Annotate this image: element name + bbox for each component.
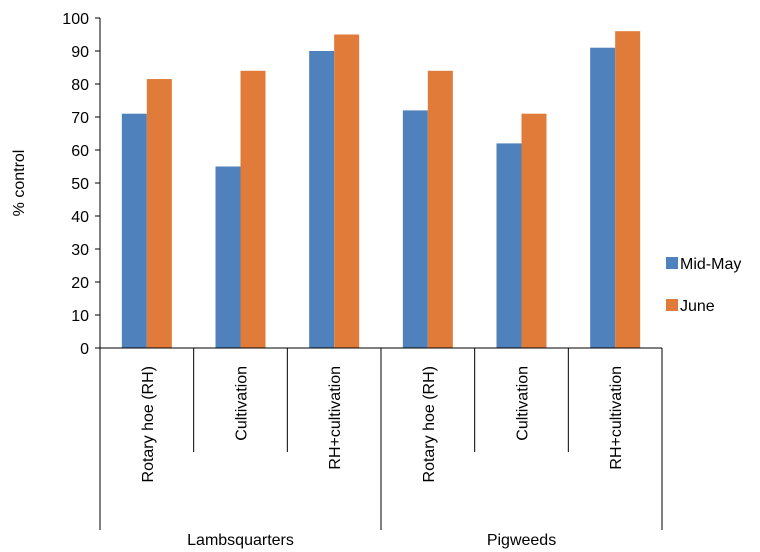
y-tick-label: 30 bbox=[71, 242, 89, 259]
x-category-label: RH+cultivation bbox=[608, 366, 625, 470]
bar-mid-may-5 bbox=[496, 143, 522, 348]
bar-mid-may-6 bbox=[590, 47, 616, 348]
y-tick-label: 60 bbox=[71, 143, 89, 160]
legend-label: June bbox=[680, 298, 715, 315]
x-category-label: Rotary hoe (RH) bbox=[140, 366, 157, 482]
legend-label: Mid-May bbox=[680, 256, 741, 273]
y-tick-label: 70 bbox=[71, 110, 89, 127]
legend: Mid-May June bbox=[666, 256, 741, 315]
bar-june-2 bbox=[240, 70, 266, 349]
x-category-label: Cultivation bbox=[234, 366, 251, 441]
y-tick-label: 10 bbox=[71, 308, 89, 325]
y-tick-label: 50 bbox=[71, 176, 89, 193]
y-tick-label: 40 bbox=[71, 209, 89, 226]
x-category-label: RH+cultivation bbox=[327, 366, 344, 470]
y-axis-label: % control bbox=[11, 150, 28, 217]
bar-june-6 bbox=[615, 31, 641, 348]
legend-swatch bbox=[666, 299, 678, 311]
bars bbox=[121, 31, 641, 349]
x-group-label: Lambsquarters bbox=[187, 532, 294, 549]
y-tick-label: 100 bbox=[62, 11, 89, 28]
y-tick-label: 0 bbox=[80, 341, 89, 358]
y-tick-label: 20 bbox=[71, 275, 89, 292]
bar-june-5 bbox=[521, 113, 547, 348]
bar-mid-may-4 bbox=[402, 110, 428, 349]
x-category-label: Cultivation bbox=[515, 366, 532, 441]
y-tick-label: 90 bbox=[71, 44, 89, 61]
bar-june-4 bbox=[427, 70, 453, 349]
bar-mid-may-1 bbox=[121, 113, 147, 348]
bar-mid-may-3 bbox=[309, 51, 335, 348]
y-tick-label: 80 bbox=[71, 77, 89, 94]
bar-mid-may-2 bbox=[215, 166, 241, 348]
bar-june-1 bbox=[146, 79, 172, 349]
x-category-label: Rotary hoe (RH) bbox=[421, 366, 438, 482]
legend-swatch bbox=[666, 257, 678, 269]
x-group-label: Pigweeds bbox=[487, 532, 556, 549]
x-axis: Rotary hoe (RH) Cultivation RH+cultivation… bbox=[99, 347, 663, 549]
bar-june-3 bbox=[334, 34, 360, 348]
y-axis: 0 10 20 30 40 50 60 70 80 90 100 bbox=[62, 11, 101, 358]
